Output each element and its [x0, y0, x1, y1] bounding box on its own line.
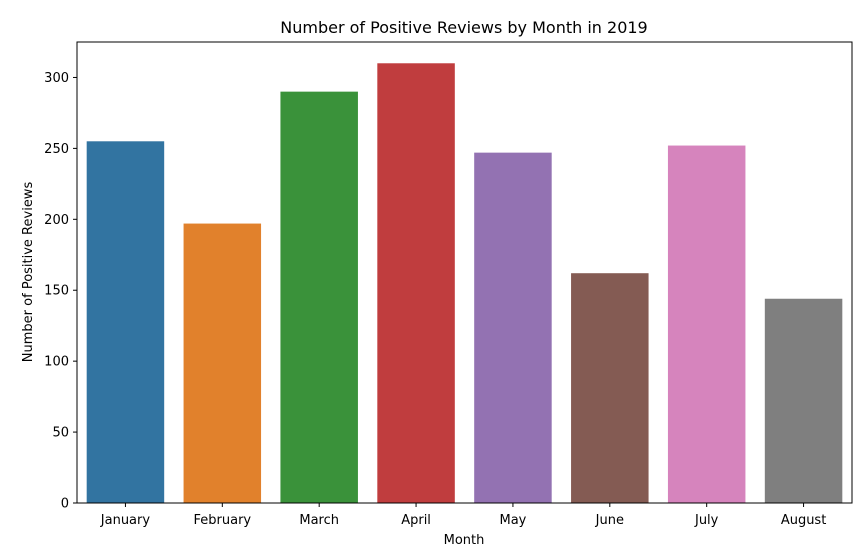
- bar-may: [474, 152, 552, 503]
- y-tick-label: 200: [44, 213, 69, 228]
- bar-august: [764, 298, 843, 503]
- x-axis: January February March April May June July Augu…: [100, 503, 827, 528]
- x-axis-label: Month: [444, 533, 485, 548]
- bar-february: [183, 223, 262, 503]
- x-tick-label: January: [100, 513, 151, 528]
- bar-april: [377, 63, 455, 504]
- y-tick-label: 250: [44, 142, 69, 157]
- x-tick-label: July: [694, 513, 719, 528]
- x-tick-label: May: [499, 513, 526, 528]
- y-tick-label: 150: [44, 284, 69, 299]
- y-tick-label: 0: [61, 497, 69, 512]
- x-tick-label: August: [781, 513, 827, 528]
- y-axis: 0 50 100 150 200 250 300: [44, 71, 77, 512]
- y-tick-label: 50: [52, 426, 69, 441]
- y-tick-label: 300: [44, 71, 69, 86]
- plot-frame: [76, 41, 853, 504]
- bars-group: [86, 63, 843, 504]
- y-tick-label: 100: [44, 355, 69, 370]
- chart-title: Number of Positive Reviews by Month in 2…: [280, 18, 647, 37]
- bar-june: [571, 273, 649, 503]
- bar-march: [280, 91, 358, 504]
- x-tick-label: February: [194, 513, 252, 528]
- x-tick-label: June: [595, 513, 624, 528]
- bar-january: [86, 141, 165, 504]
- bar-july: [667, 145, 746, 503]
- x-tick-label: April: [401, 513, 431, 528]
- x-tick-label: March: [299, 513, 339, 528]
- y-axis-label: Number of Positive Reviews: [21, 182, 36, 363]
